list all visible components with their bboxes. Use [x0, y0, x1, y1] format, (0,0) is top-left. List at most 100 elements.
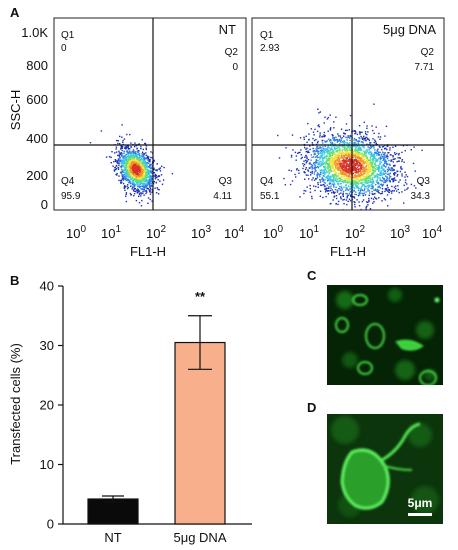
density-point: [144, 180, 146, 183]
density-point: [366, 156, 369, 158]
density-point: [353, 142, 355, 144]
density-point: [123, 166, 125, 168]
density-point: [124, 177, 126, 179]
density-point: [370, 145, 372, 147]
density-point: [373, 182, 375, 184]
density-point: [373, 147, 375, 149]
density-point: [314, 152, 316, 154]
density-point: [330, 170, 332, 173]
density-point: [332, 190, 335, 193]
density-point: [135, 170, 138, 173]
density-point: [118, 155, 121, 157]
density-point: [353, 161, 355, 163]
density-point: [326, 176, 328, 178]
density-point: [316, 146, 318, 148]
density-point: [132, 183, 134, 185]
density-point: [383, 177, 386, 180]
density-point: [355, 183, 358, 185]
density-point: [146, 191, 148, 193]
density-point: [368, 166, 371, 168]
density-point: [326, 162, 328, 164]
density-point: [140, 185, 142, 188]
density-point: [141, 155, 143, 157]
density-point: [328, 162, 330, 164]
density-point: [369, 208, 372, 210]
density-point: [149, 164, 151, 167]
density-point: [133, 165, 135, 167]
density-point: [121, 162, 123, 164]
density-point: [350, 162, 352, 164]
density-point: [379, 183, 382, 186]
density-point: [365, 173, 367, 176]
density-point: [381, 183, 383, 185]
density-point: [404, 189, 406, 191]
density-point: [335, 174, 337, 177]
density-point: [346, 170, 348, 173]
density-point: [370, 173, 373, 175]
density-point: [123, 175, 125, 178]
density-point: [370, 163, 373, 165]
density-point: [338, 159, 341, 161]
density-point: [145, 177, 147, 180]
density-point: [117, 168, 120, 170]
density-point: [122, 157, 124, 159]
density-point: [333, 121, 335, 123]
density-point: [124, 185, 126, 187]
density-point: [378, 186, 380, 188]
density-point: [385, 172, 387, 174]
density-point: [366, 150, 369, 152]
density-point: [138, 193, 141, 196]
density-point: [155, 192, 158, 194]
density-point: [346, 145, 348, 147]
density-point: [329, 180, 331, 182]
density-point: [337, 169, 340, 171]
density-point: [124, 189, 126, 191]
density-point: [334, 154, 337, 156]
density-point: [318, 163, 320, 165]
density-point: [342, 190, 345, 193]
density-point: [410, 149, 412, 151]
density-point: [407, 187, 409, 189]
density-point: [144, 170, 146, 172]
density-point: [311, 164, 313, 166]
density-point: [143, 171, 145, 173]
density-point: [328, 155, 330, 157]
density-point: [313, 171, 316, 173]
density-point: [130, 194, 132, 196]
density-point: [365, 154, 367, 156]
density-point: [308, 139, 310, 141]
density-point: [144, 161, 146, 163]
density-point: [121, 146, 124, 148]
density-point: [350, 150, 352, 153]
density-point: [161, 183, 164, 185]
density-point: [361, 189, 364, 192]
density-point: [327, 158, 329, 160]
density-point: [138, 192, 141, 194]
density-point: [129, 176, 131, 178]
density-point: [131, 181, 133, 183]
density-point: [285, 147, 287, 149]
density-point: [144, 183, 146, 185]
density-point: [344, 141, 347, 144]
density-point: [310, 174, 312, 176]
density-point: [327, 193, 330, 195]
density-point: [119, 143, 121, 145]
density-point: [347, 189, 349, 191]
density-point: [118, 175, 120, 177]
density-point: [316, 155, 318, 157]
density-point: [144, 171, 146, 174]
density-point: [385, 160, 388, 163]
density-point: [128, 175, 131, 177]
density-point: [362, 137, 364, 139]
density-point: [137, 175, 140, 177]
density-point: [132, 153, 135, 155]
density-point: [372, 186, 374, 188]
density-point: [362, 175, 364, 177]
density-point: [347, 189, 350, 191]
density-point: [328, 153, 331, 156]
density-point: [132, 173, 134, 175]
density-point: [125, 179, 127, 182]
density-point: [134, 184, 136, 187]
density-point: [352, 166, 354, 168]
